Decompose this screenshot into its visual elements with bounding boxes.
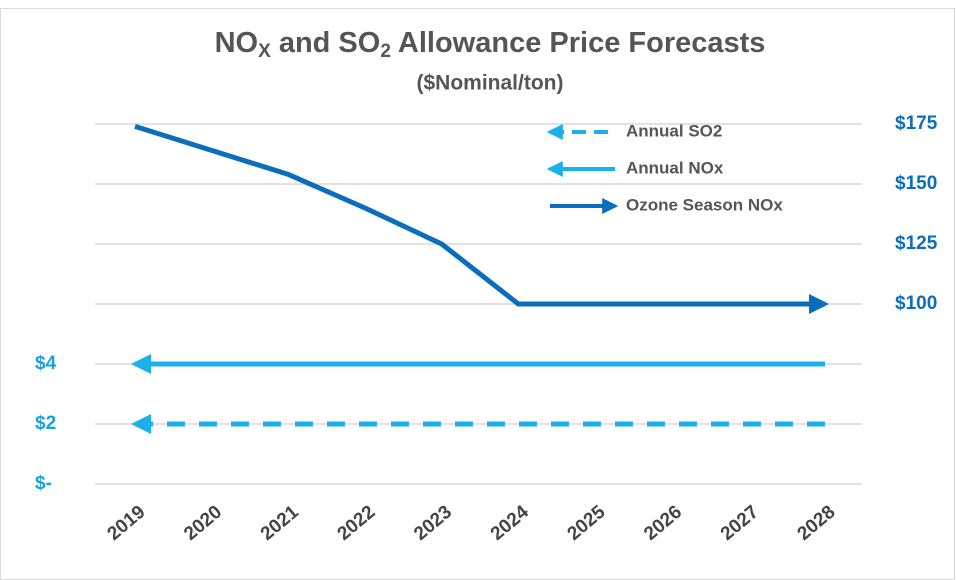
y-tick-label: $-	[35, 473, 52, 494]
y-tick-label: $4	[35, 353, 57, 374]
y2-tick-label: $175	[895, 113, 938, 134]
y2-tick-label: $100	[895, 293, 937, 314]
title-sub: 2	[380, 41, 391, 62]
chart-subtitle: ($Nominal/ton)	[417, 72, 564, 95]
y2-tick-label: $150	[895, 173, 937, 194]
series-line	[134, 124, 829, 314]
title-part: and SO	[271, 27, 381, 59]
legend-label: Annual NOx	[626, 158, 724, 177]
x-tick-label: 2023	[410, 502, 456, 545]
title-part: NO	[215, 27, 259, 59]
y-tick-label: $2	[35, 413, 56, 434]
title-part: Allowance Price Forecasts	[391, 27, 765, 59]
x-tick-label: 2024	[487, 501, 533, 545]
x-tick-label: 2019	[104, 502, 150, 545]
y2-tick-label: $125	[895, 233, 938, 254]
x-tick-label: 2028	[794, 502, 840, 545]
x-tick-label: 2020	[180, 502, 226, 545]
x-tick-label: 2027	[717, 502, 763, 545]
x-tick-label: 2025	[564, 501, 610, 545]
title-sub: X	[258, 41, 271, 62]
legend-label: Annual SO2	[626, 121, 722, 140]
x-tick-label: 2026	[640, 502, 686, 545]
x-tick-label: 2022	[334, 502, 380, 545]
legend-label: Ozone Season NOx	[626, 195, 783, 214]
chart-title: NOX and SO2 Allowance Price Forecasts	[215, 27, 766, 62]
x-tick-label: 2021	[257, 501, 303, 545]
